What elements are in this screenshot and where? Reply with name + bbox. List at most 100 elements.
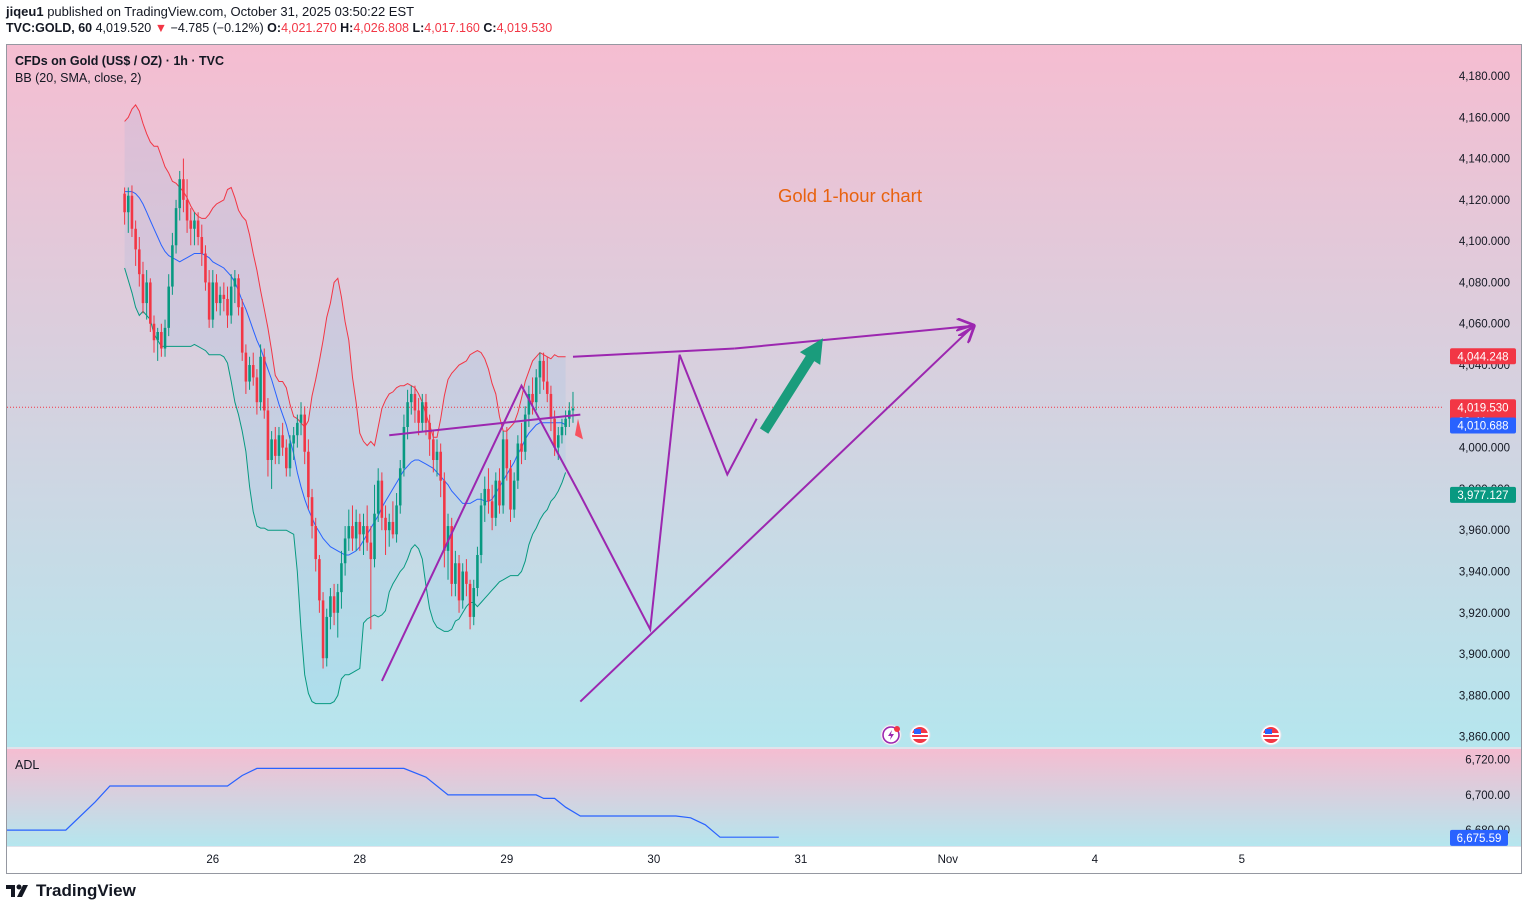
chart-annotation[interactable]: Gold 1-hour chart bbox=[778, 185, 922, 206]
event-us-flag-icon[interactable] bbox=[909, 724, 931, 746]
candle[interactable] bbox=[332, 583, 336, 626]
candle[interactable] bbox=[343, 526, 347, 576]
candle[interactable] bbox=[549, 385, 553, 432]
candle[interactable] bbox=[387, 513, 391, 547]
candle[interactable] bbox=[468, 579, 472, 630]
candle[interactable] bbox=[568, 402, 571, 427]
price-label[interactable]: 3,977.127 bbox=[1450, 486, 1516, 503]
adl-legend[interactable]: ADL bbox=[15, 758, 39, 772]
candle[interactable] bbox=[465, 559, 468, 597]
candle[interactable] bbox=[406, 389, 409, 440]
candle[interactable] bbox=[443, 472, 446, 568]
candle[interactable] bbox=[380, 472, 384, 531]
adl-line[interactable] bbox=[7, 767, 779, 838]
candle[interactable] bbox=[130, 185, 134, 238]
candle[interactable] bbox=[450, 517, 453, 597]
candle[interactable] bbox=[134, 220, 137, 266]
candle[interactable] bbox=[145, 270, 148, 320]
candle[interactable] bbox=[376, 468, 380, 522]
candle[interactable] bbox=[240, 298, 244, 361]
candle[interactable] bbox=[417, 398, 420, 436]
candle[interactable] bbox=[185, 179, 189, 233]
candle[interactable] bbox=[483, 476, 487, 522]
candle[interactable] bbox=[244, 344, 248, 394]
candle[interactable] bbox=[498, 468, 501, 514]
price-label[interactable]: 4,010.688 bbox=[1450, 417, 1516, 434]
resistance-arrow[interactable] bbox=[734, 326, 974, 350]
candle[interactable] bbox=[138, 237, 141, 287]
legend-indicator[interactable]: BB (20, SMA, close, 2) bbox=[15, 71, 141, 85]
candle[interactable] bbox=[174, 199, 178, 254]
candle[interactable] bbox=[472, 579, 476, 626]
candle[interactable] bbox=[163, 319, 167, 357]
candle[interactable] bbox=[373, 484, 376, 568]
time-axis[interactable] bbox=[7, 846, 1521, 873]
candle[interactable] bbox=[369, 526, 373, 630]
candle[interactable] bbox=[255, 369, 259, 415]
candle[interactable] bbox=[505, 426, 509, 481]
projection-arrow[interactable] bbox=[759, 338, 823, 434]
candle[interactable] bbox=[542, 352, 545, 390]
support-arrow[interactable] bbox=[579, 326, 973, 703]
candle[interactable] bbox=[509, 460, 512, 522]
candle[interactable] bbox=[141, 261, 145, 314]
candle[interactable] bbox=[211, 270, 215, 328]
candle[interactable] bbox=[262, 348, 266, 419]
candle[interactable] bbox=[314, 517, 318, 572]
candle[interactable] bbox=[251, 352, 255, 386]
candle[interactable] bbox=[160, 323, 163, 357]
candle[interactable] bbox=[516, 435, 520, 489]
candle[interactable] bbox=[303, 406, 306, 465]
candle[interactable] bbox=[325, 608, 329, 667]
price-label[interactable]: 4,044.248 bbox=[1450, 348, 1516, 365]
candle[interactable] bbox=[395, 493, 398, 543]
candle[interactable] bbox=[200, 224, 204, 266]
candle[interactable] bbox=[182, 158, 185, 213]
candle[interactable] bbox=[490, 484, 494, 531]
candle[interactable] bbox=[196, 212, 200, 246]
candle[interactable] bbox=[520, 422, 523, 465]
candle[interactable] bbox=[413, 385, 417, 423]
candle[interactable] bbox=[476, 546, 479, 597]
resistance-line-2[interactable] bbox=[572, 347, 735, 358]
candle[interactable] bbox=[531, 377, 534, 415]
candle[interactable] bbox=[523, 406, 527, 461]
candle[interactable] bbox=[156, 327, 159, 361]
candle[interactable] bbox=[292, 426, 295, 461]
event-flash-icon[interactable] bbox=[880, 724, 902, 746]
candle[interactable] bbox=[365, 505, 369, 551]
candle[interactable] bbox=[446, 513, 450, 580]
candle[interactable] bbox=[310, 488, 314, 539]
candle[interactable] bbox=[402, 414, 406, 477]
candle[interactable] bbox=[564, 410, 567, 436]
candle[interactable] bbox=[307, 439, 310, 510]
candle[interactable] bbox=[299, 402, 303, 436]
candle[interactable] bbox=[285, 439, 288, 477]
event-us-flag-icon-2[interactable] bbox=[1260, 724, 1282, 746]
candle[interactable] bbox=[347, 509, 351, 551]
candle[interactable] bbox=[167, 274, 170, 337]
candle[interactable] bbox=[149, 278, 152, 332]
candle[interactable] bbox=[226, 286, 229, 328]
candle[interactable] bbox=[351, 505, 354, 551]
candle[interactable] bbox=[152, 315, 156, 353]
candle[interactable] bbox=[207, 270, 211, 328]
candle[interactable] bbox=[424, 393, 428, 436]
candle[interactable] bbox=[362, 513, 365, 555]
candle[interactable] bbox=[215, 274, 218, 312]
candle[interactable] bbox=[204, 245, 207, 291]
bb-lower-line[interactable] bbox=[124, 267, 567, 705]
candle[interactable] bbox=[218, 286, 222, 316]
candle[interactable] bbox=[435, 439, 439, 477]
resistance-line[interactable] bbox=[389, 413, 581, 437]
author-name[interactable]: jiqeu1 bbox=[6, 4, 44, 19]
candle[interactable] bbox=[288, 435, 292, 477]
candle[interactable] bbox=[321, 592, 325, 669]
candle[interactable] bbox=[171, 232, 174, 295]
candle[interactable] bbox=[266, 398, 270, 477]
candle[interactable] bbox=[233, 270, 237, 304]
candle[interactable] bbox=[439, 443, 442, 498]
candle[interactable] bbox=[296, 414, 299, 448]
candle[interactable] bbox=[358, 513, 362, 551]
